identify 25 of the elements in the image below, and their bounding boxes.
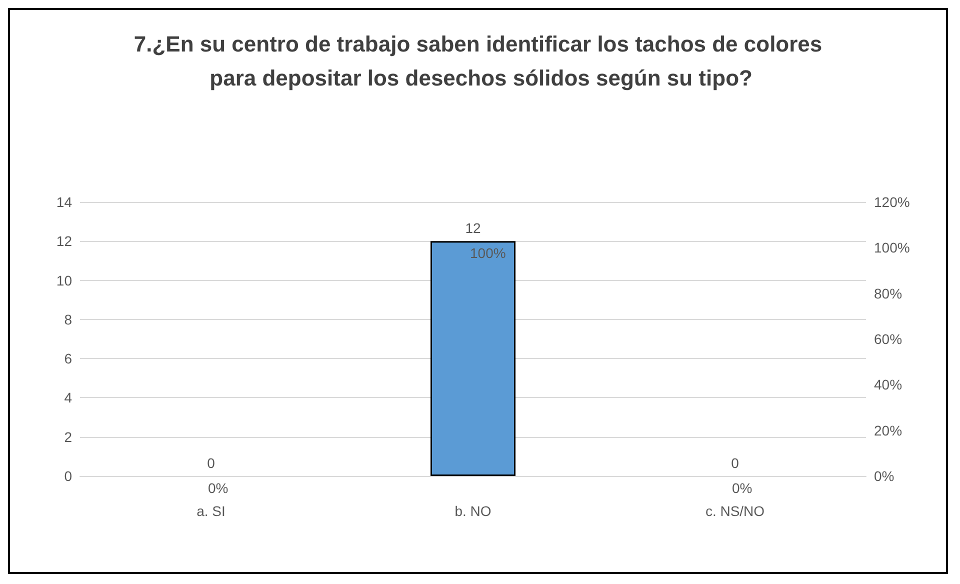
annotation: 0%	[732, 480, 752, 496]
y-tick-label: 2	[64, 428, 72, 445]
annotation: 0%	[208, 480, 228, 496]
y-tick-label: 14	[56, 194, 72, 210]
chart-title: 7.¿En su centro de trabajo saben identificar los tachos de colores para depositar los desechos sólidos según su tipo?	[134, 32, 822, 90]
x-tick-label: c. NS/NO	[705, 503, 765, 519]
y2-tick-label: 120%	[874, 194, 910, 210]
data-label: 12	[465, 220, 481, 236]
x-tick-label: b. NO	[454, 503, 492, 519]
y2-tick-label: 40%	[874, 376, 902, 393]
y2-tick-label: 20%	[874, 422, 902, 438]
data-label: 0	[731, 455, 740, 471]
y-tick-label: 6	[64, 350, 72, 367]
y2-tick-label: 60%	[874, 331, 902, 347]
y2-tick-label: 80%	[874, 285, 902, 302]
y-tick-label: 12	[56, 233, 72, 250]
y-tick-label: 0	[64, 468, 72, 484]
x-tick-label: a. SI	[196, 503, 226, 519]
y-tick-label: 4	[64, 390, 72, 406]
data-label: 0	[207, 455, 216, 471]
y2-tick-label: 100%	[874, 240, 910, 256]
y-tick-label: 8	[64, 311, 72, 328]
y2-tick-label: 0%	[874, 468, 894, 484]
annotation: 100%	[470, 245, 506, 262]
y-tick-label: 10	[56, 272, 72, 288]
